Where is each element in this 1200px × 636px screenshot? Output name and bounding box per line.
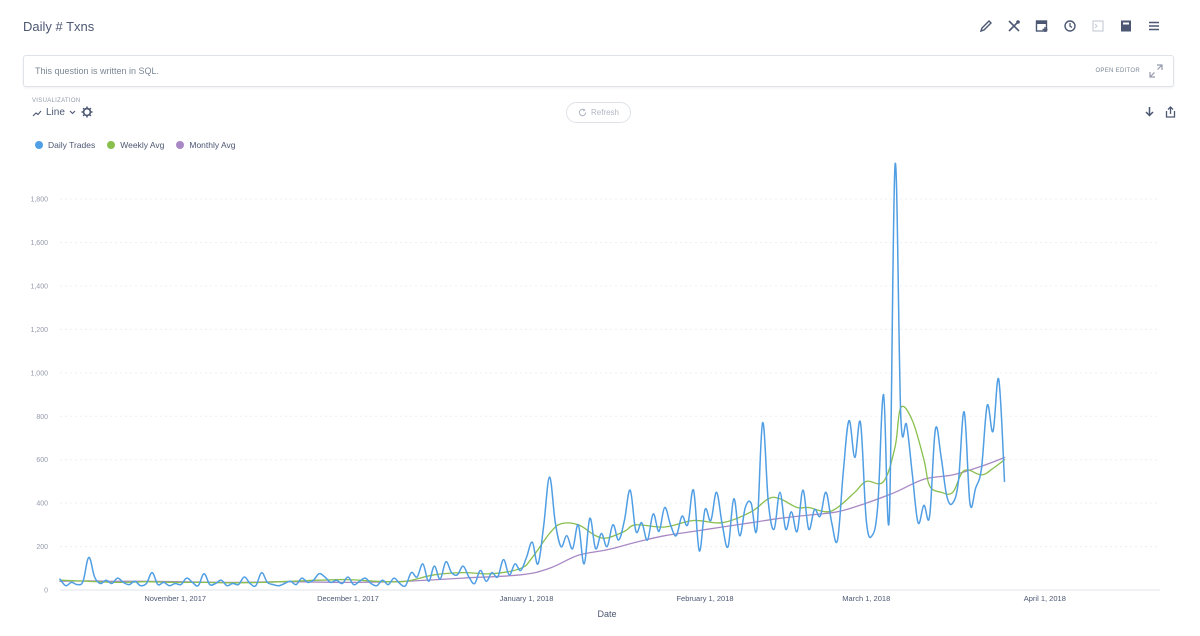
- x-tick-label: November 1, 2017: [144, 594, 206, 603]
- legend-label: Daily Trades: [48, 140, 96, 150]
- y-tick-label: 1,600: [30, 240, 48, 247]
- line-chart: 0 200 400 600 800 1,000 1,200 1,400 1,600 1,800 No…: [30, 162, 1160, 619]
- pencil-icon[interactable]: [972, 16, 1000, 36]
- legend-item-daily-trades[interactable]: Daily Trades: [35, 140, 95, 150]
- legend-dot: [35, 141, 43, 149]
- sql-icon[interactable]: [1084, 16, 1112, 36]
- line-chart-icon: [32, 110, 42, 116]
- history-icon[interactable]: [1056, 16, 1084, 36]
- y-tick-label: 200: [36, 544, 48, 551]
- tools-icon[interactable]: [1000, 16, 1028, 36]
- download-icon[interactable]: [1144, 106, 1155, 118]
- result-actions: [1144, 106, 1176, 118]
- question-title[interactable]: Daily # Txns: [23, 19, 95, 34]
- x-tick-label: March 1, 2018: [842, 594, 890, 603]
- sql-notice: This question is written in SQL.: [35, 66, 160, 76]
- y-tick-label: 400: [36, 501, 48, 508]
- refresh-label: Refresh: [590, 108, 619, 117]
- bookmark-icon[interactable]: [1112, 16, 1140, 36]
- legend-dot: [107, 141, 116, 149]
- legend-item-monthly-avg[interactable]: Monthly Avg: [176, 140, 236, 150]
- y-tick-label: 1,000: [30, 370, 48, 377]
- daily-trades-line: [59, 162, 1006, 588]
- visualization-type-select[interactable]: Line: [32, 107, 76, 118]
- chevron-down-icon: [69, 110, 76, 115]
- visualization-type-label: Line: [46, 107, 65, 118]
- chart-legend: Daily Trades Weekly Avg Monthly Avg: [35, 140, 236, 150]
- y-tick-label: 600: [36, 457, 48, 464]
- x-tick-label: April 1, 2018: [1024, 594, 1066, 603]
- y-tick-label: 1,200: [30, 327, 48, 334]
- add-to-dashboard-icon[interactable]: [1028, 16, 1056, 36]
- weekly-avg-line: [59, 405, 1006, 584]
- x-axis-title: Date: [597, 609, 616, 619]
- visualization-label: VISUALIZATION: [32, 98, 81, 104]
- menu-icon[interactable]: [1140, 16, 1168, 36]
- expand-icon[interactable]: [1149, 64, 1163, 78]
- open-editor-link[interactable]: OPEN EDITOR: [1095, 68, 1140, 74]
- refresh-icon: [578, 108, 587, 117]
- legend-label: Weekly Avg: [120, 140, 165, 150]
- x-tick-label: January 1, 2018: [500, 594, 554, 603]
- x-tick-label: December 1, 2017: [317, 594, 379, 603]
- y-tick-label: 800: [36, 414, 48, 421]
- legend-dot: [176, 141, 185, 149]
- refresh-button[interactable]: Refresh: [566, 102, 631, 123]
- monthly-avg-line: [59, 456, 1006, 584]
- y-tick-label: 1,400: [30, 283, 48, 290]
- gear-icon[interactable]: [81, 106, 93, 118]
- native-query-bar: This question is written in SQL. OPEN ED…: [23, 55, 1174, 87]
- y-tick-label: 0: [44, 588, 48, 595]
- x-tick-label: February 1, 2018: [676, 594, 733, 603]
- y-tick-label: 1,800: [30, 197, 48, 204]
- header-actions: [972, 16, 1168, 36]
- share-icon[interactable]: [1165, 106, 1176, 118]
- legend-label: Monthly Avg: [189, 140, 236, 150]
- legend-item-weekly-avg[interactable]: Weekly Avg: [107, 140, 164, 150]
